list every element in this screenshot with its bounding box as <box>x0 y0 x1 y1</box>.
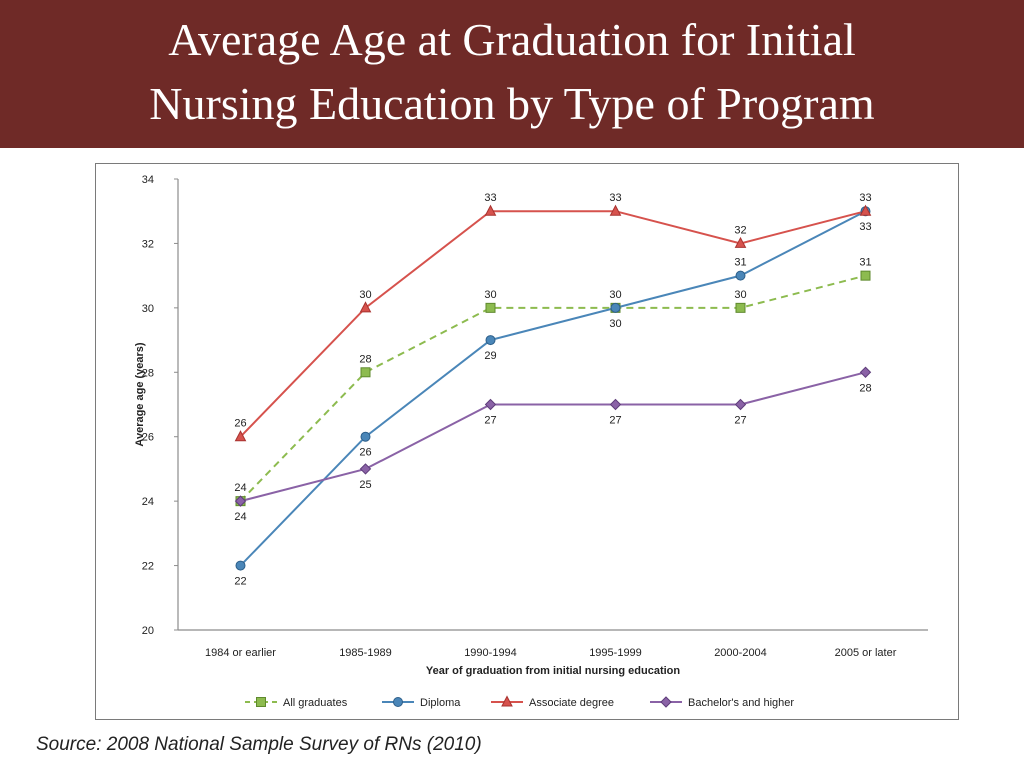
slide-title-line1: Average Age at Graduation for Initial <box>168 14 856 65</box>
y-tick-label: 24 <box>142 496 154 508</box>
data-point-associate-degree <box>609 204 622 216</box>
data-point-associate-degree <box>734 236 747 248</box>
data-label-bachelors-and-higher: 27 <box>734 415 746 427</box>
title-bar <box>0 0 1024 148</box>
data-point-bachelors-and-higher <box>234 495 247 507</box>
data-point-associate-degree <box>484 204 497 216</box>
slide-title-line2: Nursing Education by Type of Program <box>149 78 875 129</box>
data-point-diploma <box>235 560 246 571</box>
chart-frame <box>95 163 959 720</box>
data-label-associate-degree: 33 <box>609 192 621 204</box>
data-point-bachelors-and-higher <box>859 366 872 378</box>
data-label-bachelors-and-higher: 27 <box>609 415 621 427</box>
x-tick-label: 1990-1994 <box>464 647 517 659</box>
x-tick-label: 2000-2004 <box>714 647 767 659</box>
data-label-diploma: 33 <box>859 221 871 233</box>
data-label-associate-degree: 33 <box>484 192 496 204</box>
data-label-associate-degree: 26 <box>234 418 246 430</box>
data-label-associate-degree: 30 <box>359 289 371 301</box>
x-tick-label: 1985-1989 <box>339 647 392 659</box>
line-chart: 20 22 24 26 28 30 32 34 1984 or earlier 1985-1989… <box>134 174 928 709</box>
legend-label-diploma: Diploma <box>420 697 461 709</box>
data-point-diploma <box>360 431 371 442</box>
data-label-diploma: 29 <box>484 350 496 362</box>
y-tick-label: 28 <box>142 367 154 379</box>
y-tick-label: 34 <box>142 174 154 186</box>
data-point-diploma <box>485 335 496 346</box>
legend-label-bachelors-and-higher: Bachelor's and higher <box>688 697 794 709</box>
data-label-bachelors-and-higher: 27 <box>484 415 496 427</box>
y-tick-label: 26 <box>142 432 154 444</box>
data-label-bachelors-and-higher: 28 <box>859 382 871 394</box>
legend-marker-associate-degree <box>501 695 513 707</box>
data-label-all-graduates: 30 <box>734 289 746 301</box>
legend-marker-bachelors-and-higher <box>660 696 672 708</box>
series-line-associate-degree <box>239 210 866 438</box>
x-tick-label: 1984 or earlier <box>205 647 276 659</box>
data-point-all-graduates <box>360 367 371 378</box>
source-note: Source: 2008 National Sample Survey of R… <box>36 734 482 755</box>
data-point-associate-degree <box>859 204 872 216</box>
x-tick-label: 2005 or later <box>835 647 897 659</box>
data-label-diploma: 26 <box>359 447 371 459</box>
y-tick-label: 30 <box>142 303 154 315</box>
slide-title: Average Age at Graduation for Initial Nu… <box>0 8 1024 136</box>
legend-marker-all-graduates <box>256 697 266 707</box>
series-line-diploma <box>239 210 866 567</box>
data-label-associate-degree: 33 <box>859 192 871 204</box>
data-point-bachelors-and-higher <box>359 463 372 475</box>
data-point-bachelors-and-higher <box>484 398 497 411</box>
y-tick-label: 20 <box>142 625 154 637</box>
x-tick-label: 1995-1999 <box>589 647 642 659</box>
data-label-all-graduates: 24 <box>234 482 246 494</box>
data-label-bachelors-and-higher: 25 <box>359 479 371 491</box>
data-point-associate-degree <box>234 430 247 442</box>
data-label-associate-degree: 32 <box>734 224 746 236</box>
series-line-all-graduates <box>239 274 866 502</box>
legend-label-associate-degree: Associate degree <box>529 697 614 709</box>
y-tick-label: 22 <box>142 561 154 573</box>
data-label-diploma: 31 <box>734 257 746 269</box>
data-point-bachelors-and-higher <box>734 398 747 411</box>
y-tick-label: 32 <box>142 238 154 250</box>
legend-marker-diploma <box>393 697 403 707</box>
data-label-diploma: 22 <box>234 576 246 588</box>
data-label-bachelors-and-higher: 24 <box>234 511 246 523</box>
data-point-all-graduates <box>860 270 871 281</box>
data-point-associate-degree <box>359 301 372 313</box>
legend-label-all-graduates: All graduates <box>283 697 348 709</box>
data-point-diploma <box>735 270 746 281</box>
data-label-all-graduates: 30 <box>484 289 496 301</box>
x-axis-title: Year of graduation from initial nursing … <box>426 665 681 677</box>
data-label-all-graduates: 28 <box>359 353 371 365</box>
data-point-bachelors-and-higher <box>609 398 622 411</box>
data-label-diploma: 30 <box>609 318 621 330</box>
data-label-all-graduates: 31 <box>859 257 871 269</box>
y-axis-title: Average age (years) <box>134 342 146 446</box>
series-line-bachelors-and-higher <box>240 371 866 503</box>
data-point-diploma <box>610 302 621 313</box>
data-label-all-graduates: 30 <box>609 289 621 301</box>
data-point-all-graduates <box>735 302 746 313</box>
data-point-all-graduates <box>485 302 496 313</box>
